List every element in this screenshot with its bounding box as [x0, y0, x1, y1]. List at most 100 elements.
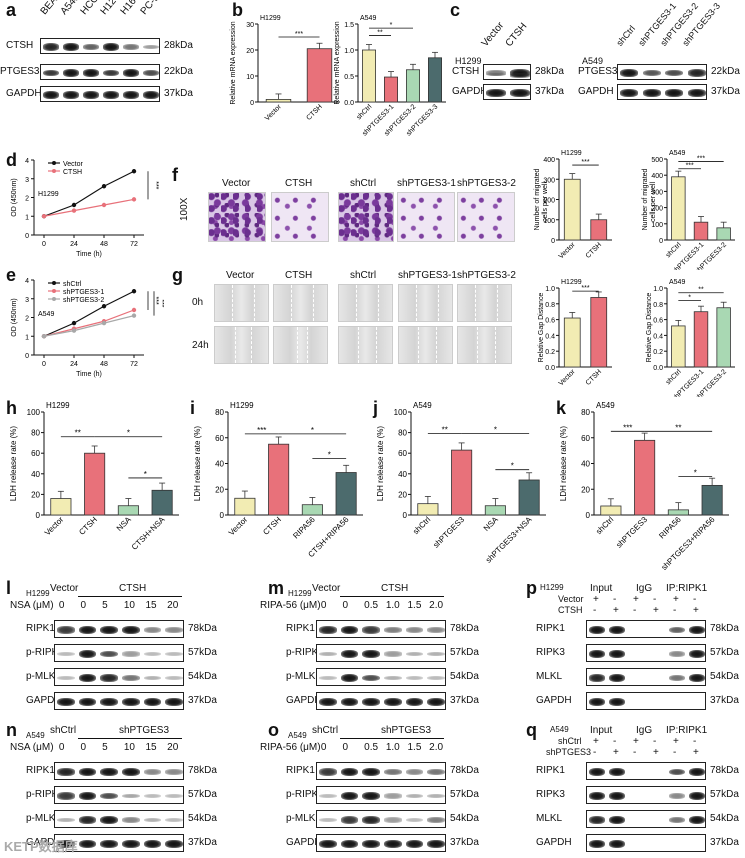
- y-tick-label: 60: [398, 449, 407, 458]
- blot-row-band: [362, 697, 381, 707]
- blot-row-band: [510, 73, 530, 78]
- significance-mark: **: [442, 426, 448, 435]
- blot-row: [54, 644, 184, 662]
- bar-ctsh+nsa: [151, 489, 173, 516]
- blot-row-band: [608, 649, 626, 659]
- transwell-micrograph: [397, 192, 455, 242]
- blot-row: [54, 692, 184, 710]
- condition-sign: -: [653, 736, 657, 747]
- blot-row: [54, 786, 184, 804]
- row-label: p-MLKL: [286, 813, 322, 824]
- blot-row-band: [318, 793, 337, 799]
- cell-line-label: A549: [669, 150, 685, 157]
- y-tick-label: 300: [543, 177, 555, 184]
- panel-f-a549-bar-chart: 0100200300400500shCtrlshPTGES3-1shPTGES3…: [642, 150, 735, 270]
- blot-row-band: [143, 839, 162, 849]
- x-tick-label: CTSH+NSA: [130, 515, 167, 552]
- row-label: PTGES3: [578, 66, 618, 77]
- row-label: p-RIPK3: [26, 647, 64, 658]
- row-label: MLKL: [536, 813, 563, 824]
- condition-sign: -: [673, 605, 677, 616]
- significance-mark: *: [311, 426, 314, 435]
- y-tick-label: 10: [246, 74, 254, 81]
- blot-row-band: [165, 651, 183, 657]
- group-label: Input: [590, 583, 613, 594]
- blot-row-gapdh-band: [142, 91, 159, 99]
- significance-mark: **: [75, 429, 81, 438]
- cell-line-label: A549: [582, 56, 604, 66]
- blot-row-band: [427, 817, 445, 823]
- kda-label: 37kDa: [188, 837, 217, 848]
- blot-row-band: [383, 651, 402, 657]
- blot-row-band: [121, 675, 140, 681]
- blot-row-gapdh-band: [62, 91, 80, 99]
- legend-marker: [52, 169, 56, 173]
- row-label: GAPDH: [536, 695, 572, 706]
- blot-row-band: [143, 817, 162, 823]
- x-tick-label: Vector: [558, 368, 577, 387]
- x-tick-label: CTSH: [77, 515, 99, 537]
- y-tick-label: 0.0: [344, 100, 354, 107]
- x-tick-label: 0: [42, 361, 46, 368]
- blot-row: [316, 620, 446, 638]
- blot-row-band: [78, 791, 97, 801]
- blot-row-band: [427, 675, 445, 681]
- blot-row-band: [405, 651, 424, 657]
- y-tick-label: 0.8: [545, 302, 555, 309]
- blot-row-band: [165, 627, 183, 633]
- kda-label: 57kDa: [450, 789, 479, 800]
- blot-row-band: [56, 817, 75, 823]
- blot-row-band: [56, 768, 75, 776]
- legend-entry: Vector: [63, 161, 84, 168]
- y-tick-label: 3: [25, 177, 29, 184]
- kda-label: 54kDa: [710, 671, 739, 682]
- significance-mark: *: [127, 429, 130, 438]
- data-point: [131, 313, 137, 318]
- x-tick-label: shCtrl: [356, 103, 374, 121]
- kda-label: 22kDa: [164, 66, 193, 77]
- column-label: shPTGES3-1: [397, 178, 456, 189]
- blot-row-band: [687, 69, 706, 77]
- y-axis-label: LDH release rate (%): [193, 426, 202, 501]
- blot-row-band: [405, 697, 424, 707]
- condition-sign: +: [653, 605, 659, 616]
- blot-row-band: [318, 817, 337, 823]
- data-point: [71, 202, 77, 208]
- condition-sign: -: [673, 747, 677, 758]
- dose-value: 15: [145, 600, 157, 611]
- blot-row: [586, 668, 706, 686]
- row-label: MLKL: [536, 671, 563, 682]
- blot-row-band: [642, 70, 661, 76]
- y-tick-label: 60: [31, 449, 40, 458]
- x-tick-label: NSA: [115, 515, 133, 533]
- significance-mark: *: [328, 450, 331, 459]
- blot-row-gapdh: [40, 86, 160, 102]
- dose-value: 0: [58, 600, 65, 611]
- y-tick-label: 3: [25, 297, 29, 304]
- bar-shptges3-1: [384, 76, 399, 103]
- x-tick-label: 24: [70, 241, 78, 248]
- blot-row-band: [78, 839, 97, 849]
- blot-row-band: [340, 767, 359, 777]
- y-tick-label: 200: [543, 198, 555, 205]
- dose-value: 0: [320, 600, 327, 611]
- bar-shctrl: [671, 325, 686, 368]
- blot-row-band: [121, 697, 140, 707]
- y-tick-label: 100: [27, 408, 41, 417]
- cell-line-label: A549: [38, 311, 54, 318]
- bar-shctrl: [417, 503, 439, 516]
- cell-line-label: H1299: [540, 583, 564, 592]
- wound-micrograph: [457, 326, 512, 364]
- legend-marker: [52, 289, 56, 293]
- significance-mark: ***: [581, 159, 589, 166]
- dose-value: 10: [123, 742, 135, 753]
- blot-row-band: [100, 815, 119, 825]
- bar-vector: [563, 317, 581, 368]
- panel-letter-f: f: [172, 165, 178, 185]
- blot-row-band: [56, 675, 75, 681]
- wound-micrograph: [214, 284, 269, 322]
- data-point: [41, 334, 47, 339]
- cell-line-label: H1299: [260, 15, 281, 22]
- panel-letter-l: l: [6, 578, 12, 598]
- bar-vector: [563, 178, 581, 241]
